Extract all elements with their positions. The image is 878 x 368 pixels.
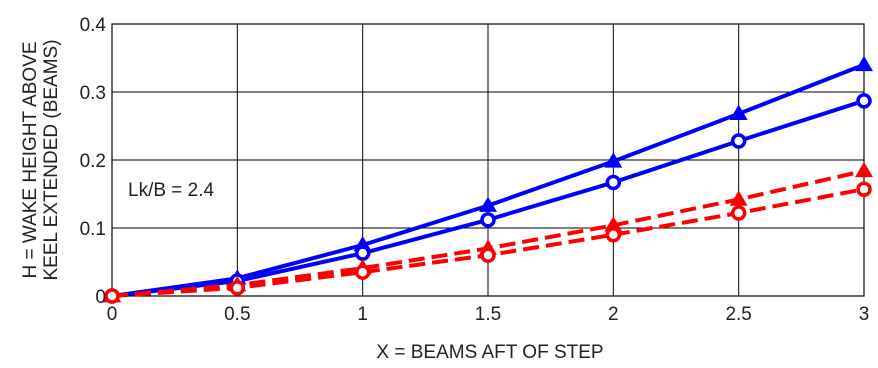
x-tick-label: 0 xyxy=(107,304,118,325)
circle-marker xyxy=(730,133,747,149)
x-tick-label: 3 xyxy=(859,304,870,325)
y-tick-label: 0.1 xyxy=(80,219,106,240)
x-tick-label: 1 xyxy=(357,304,368,325)
x-tick-label: 2.5 xyxy=(725,304,751,325)
triangle-marker xyxy=(855,55,873,72)
triangle-marker xyxy=(604,216,623,232)
x-tick-label: 2 xyxy=(608,304,619,325)
y-axis-title-line-1: H = WAKE HEIGHT ABOVE xyxy=(20,41,41,278)
x-axis-title: X = BEAMS AFT OF STEP xyxy=(376,342,603,363)
chart-ticks: 0 0.5 1 1.5 2 2.5 3 0 0.1 0.2 0.3 0.4 xyxy=(80,15,870,325)
triangle-marker xyxy=(729,190,748,206)
y-tick-label: 0 xyxy=(95,287,106,308)
circle-marker xyxy=(354,245,371,261)
circle-marker xyxy=(856,181,872,197)
series-3 xyxy=(104,181,872,304)
circle-marker xyxy=(605,227,622,243)
circle-marker xyxy=(354,264,371,280)
circle-marker xyxy=(480,247,496,263)
x-tick-label: 1.5 xyxy=(475,304,501,325)
circle-marker xyxy=(856,93,872,109)
y-axis-title-line-2: KEEL EXTENDED (BEAMS) xyxy=(41,39,62,280)
circle-marker xyxy=(480,212,496,228)
circle-marker xyxy=(605,174,622,191)
chart-series xyxy=(103,55,873,304)
triangle-marker xyxy=(604,152,623,168)
y-tick-label: 0.2 xyxy=(80,151,106,172)
y-axis-title: H = WAKE HEIGHT ABOVE KEEL EXTENDED (BEA… xyxy=(20,39,62,280)
y-tick-label: 0.4 xyxy=(80,15,107,36)
chart-annotation-box: Lk/B = 2.4 xyxy=(122,172,234,206)
chart-annotation: Lk/B = 2.4 xyxy=(128,180,215,201)
circle-marker xyxy=(730,205,747,221)
triangle-marker xyxy=(855,161,873,178)
x-tick-label: 0.5 xyxy=(224,304,250,325)
triangle-marker xyxy=(729,104,748,121)
triangle-marker xyxy=(479,196,497,212)
circle-marker xyxy=(104,288,120,304)
y-tick-label: 0.3 xyxy=(80,83,106,104)
circle-marker xyxy=(229,280,246,296)
